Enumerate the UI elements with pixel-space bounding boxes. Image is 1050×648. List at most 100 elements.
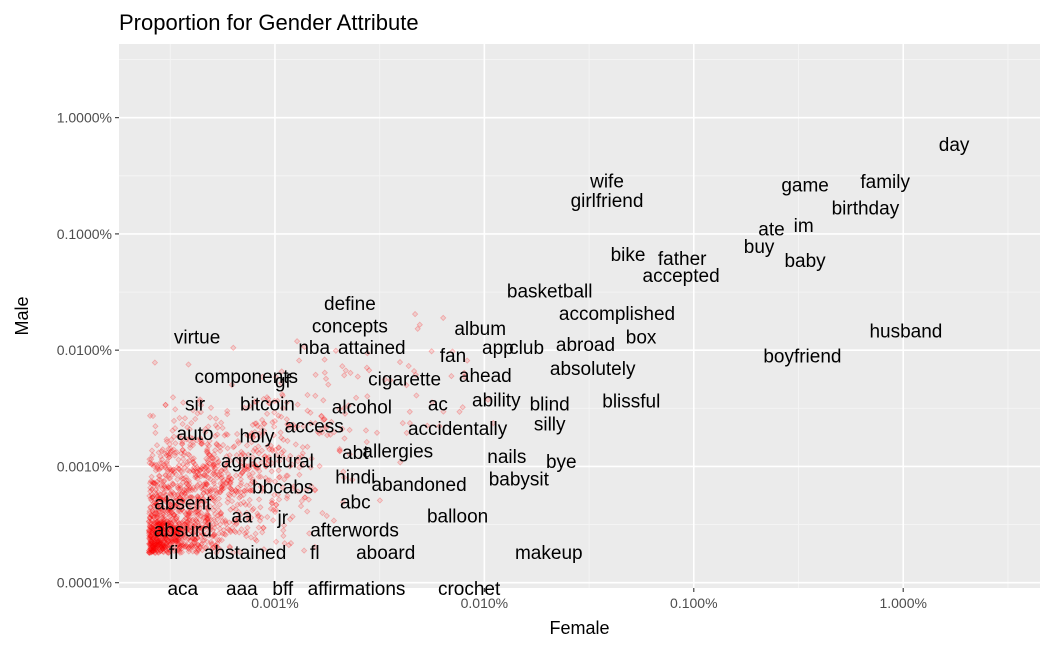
word-label: family [860, 172, 910, 193]
data-point [161, 485, 168, 492]
data-point [226, 492, 233, 499]
data-point [175, 518, 182, 525]
data-point [307, 409, 314, 416]
data-point [194, 509, 202, 516]
data-point [249, 476, 256, 483]
data-point [168, 447, 176, 454]
data-point [161, 544, 168, 552]
data-point [147, 495, 154, 502]
data-point [268, 499, 275, 507]
data-point [289, 485, 297, 492]
data-point [189, 407, 197, 414]
data-point [211, 465, 219, 472]
data-point [175, 465, 182, 473]
data-point [245, 463, 252, 470]
data-point [160, 543, 167, 551]
data-point [216, 489, 223, 496]
data-point [179, 446, 186, 454]
data-point [146, 522, 153, 530]
data-point [186, 452, 193, 459]
data-point [174, 531, 182, 538]
data-point [174, 523, 181, 530]
data-point [218, 484, 225, 492]
data-point [198, 440, 205, 448]
data-point [311, 487, 319, 494]
data-point [316, 462, 323, 470]
data-point [145, 526, 153, 534]
data-point [299, 461, 306, 469]
data-point [145, 549, 153, 556]
data-point [206, 503, 214, 510]
data-point [168, 533, 176, 540]
data-point [193, 500, 200, 507]
data-point [155, 549, 162, 556]
data-point [234, 437, 242, 445]
data-point [150, 521, 158, 528]
data-point [209, 544, 217, 551]
data-point [324, 432, 331, 439]
data-point [157, 525, 164, 533]
data-point [159, 521, 166, 528]
data-point [186, 493, 193, 501]
data-point [341, 435, 348, 442]
data-point [207, 404, 215, 411]
data-point [217, 509, 225, 517]
data-point [411, 310, 419, 318]
data-point [183, 521, 191, 528]
data-point [145, 527, 153, 534]
data-point [217, 509, 225, 517]
data-point [194, 468, 201, 475]
data-point [172, 449, 179, 457]
data-point [157, 523, 165, 530]
data-point [164, 525, 172, 532]
data-point [312, 420, 319, 427]
data-point [206, 414, 214, 421]
data-point [228, 475, 235, 482]
data-point [258, 416, 266, 424]
data-point [154, 510, 161, 518]
data-point [219, 486, 226, 493]
data-point [229, 504, 237, 511]
data-point [277, 429, 284, 436]
data-point [242, 501, 249, 508]
data-point [362, 427, 370, 434]
data-point [246, 474, 254, 481]
data-point [227, 527, 234, 534]
data-point [166, 484, 173, 492]
data-point [207, 488, 214, 495]
data-point [155, 472, 163, 480]
data-point [194, 493, 201, 500]
data-point [161, 512, 169, 520]
data-point [174, 500, 181, 507]
data-point [186, 483, 193, 491]
data-point [206, 451, 213, 459]
data-point [156, 459, 163, 467]
data-point [176, 494, 183, 502]
data-point [184, 536, 191, 544]
data-point [262, 463, 270, 470]
data-point [252, 463, 259, 470]
data-point [167, 522, 174, 530]
data-point [304, 443, 311, 450]
data-point [162, 472, 169, 479]
data-point [149, 543, 157, 551]
data-point [256, 467, 263, 475]
data-point [227, 478, 234, 486]
data-point [197, 401, 205, 409]
data-point [178, 475, 186, 482]
data-point [364, 393, 371, 400]
data-point [218, 483, 225, 491]
data-point [293, 338, 301, 345]
data-point [159, 485, 166, 492]
data-point [176, 548, 183, 555]
data-point [173, 502, 180, 509]
data-point [158, 477, 165, 484]
data-point [172, 406, 179, 413]
data-point [300, 422, 307, 430]
data-point [184, 467, 191, 474]
data-point [345, 402, 352, 409]
data-point [266, 446, 273, 453]
data-point [286, 516, 294, 523]
data-point [203, 514, 210, 521]
data-point [193, 502, 200, 509]
